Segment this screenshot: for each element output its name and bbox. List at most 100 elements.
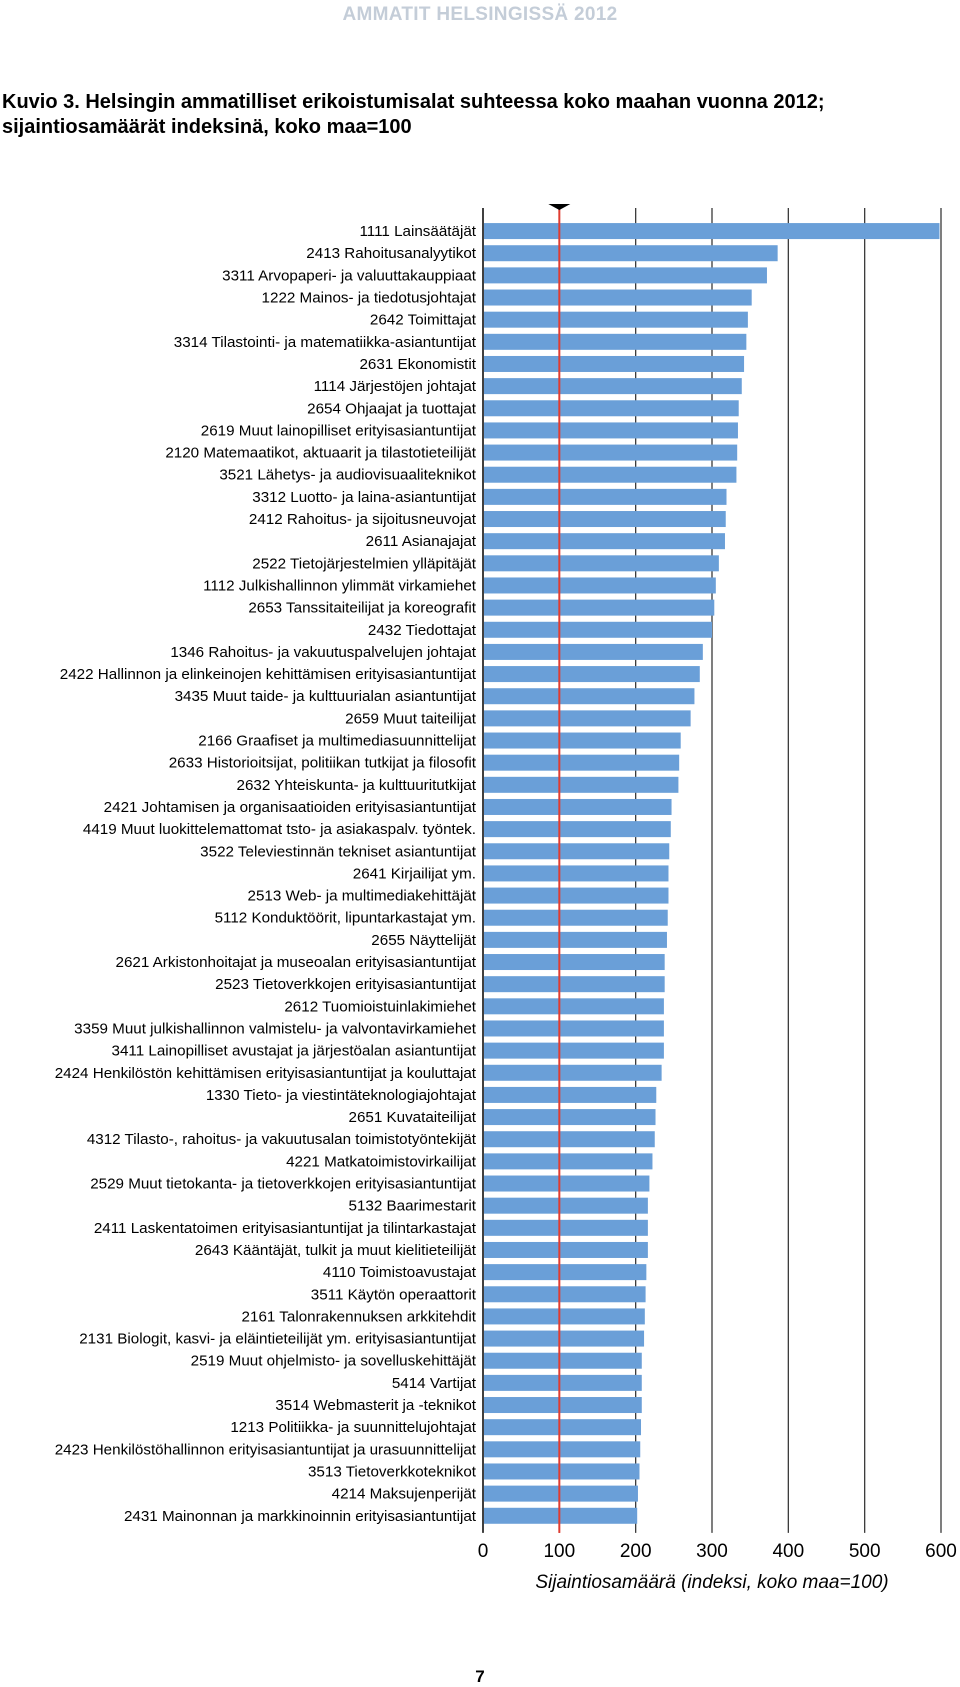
bar-14 [484, 511, 726, 528]
bar-37 [484, 1020, 664, 1037]
bar-43 [484, 1153, 653, 1170]
category-label-58: 4214 Maksujenperijät [332, 1486, 477, 1503]
bar-31 [484, 887, 669, 904]
category-label-30: 2641 Kirjailijat ym. [353, 865, 476, 882]
bar-16 [484, 555, 719, 572]
bar-57 [484, 1463, 640, 1480]
category-label-5: 2642 Toimittajat [370, 312, 477, 329]
bar-24 [484, 732, 681, 749]
bar-28 [484, 821, 671, 838]
bar-50 [484, 1308, 645, 1325]
bar-46 [484, 1219, 648, 1236]
bar-58 [484, 1485, 638, 1502]
bar-25 [484, 754, 680, 771]
category-label-26: 2632 Yhteiskunta- ja kulttuuritutkijat [237, 777, 477, 794]
category-label-23: 2659 Muut taiteilijat [345, 710, 477, 727]
x-tick-label-100: 100 [543, 1541, 575, 1562]
bar-10 [484, 422, 738, 439]
bar-38 [484, 1042, 664, 1059]
category-label-12: 3521 Lähetys- ja audiovisuaaliteknikot [219, 467, 476, 484]
category-label-4: 1222 Mainos- ja tiedotusjohtajat [262, 290, 477, 307]
bar-55 [484, 1419, 642, 1436]
bar-8 [484, 378, 742, 395]
category-label-20: 1346 Rahoitus- ja vakuutuspalvelujen joh… [170, 644, 476, 661]
category-label-45: 5132 Baarimestarit [349, 1198, 477, 1215]
bar-22 [484, 688, 695, 705]
bar-9 [484, 400, 739, 417]
category-label-52: 2519 Muut ohjelmisto- ja sovelluskehittä… [191, 1353, 477, 1370]
bar-40 [484, 1086, 657, 1103]
category-label-11: 2120 Matemaatikot, aktuaarit ja tilastot… [165, 445, 476, 462]
bar-19 [484, 621, 712, 638]
bar-11 [484, 444, 738, 461]
bar-7 [484, 355, 745, 372]
bars-group [484, 223, 940, 1524]
bar-47 [484, 1241, 648, 1258]
category-label-49: 3511 Käytön operaattorit [311, 1286, 477, 1303]
category-label-38: 3411 Lainopilliset avustajat ja järjestö… [112, 1043, 477, 1060]
category-label-35: 2523 Tietoverkkojen erityisasiantuntijat [215, 976, 477, 993]
bar-20 [484, 643, 703, 660]
category-label-25: 2633 Historioitsijat, politiikan tutkija… [169, 755, 477, 772]
category-label-3: 3311 Arvopaperi- ja valuuttakauppiaat [222, 267, 477, 284]
x-tick-label-0: 0 [478, 1541, 489, 1562]
bar-1 [484, 223, 940, 240]
category-label-48: 4110 Toimistoavustajat [323, 1264, 477, 1281]
bar-36 [484, 998, 664, 1015]
category-label-33: 2655 Näyttelijät [371, 932, 476, 949]
category-label-22: 3435 Muut taide- ja kulttuurialan asiant… [175, 688, 477, 705]
category-label-1: 1111 Lainsäätäjät [359, 223, 476, 240]
bar-34 [484, 954, 665, 971]
category-label-43: 4221 Matkatoimistovirkailijat [286, 1153, 477, 1170]
category-label-2: 2413 Rahoitusanalyytikot [306, 245, 476, 262]
figure-title: Kuvio 3. Helsingin ammatilliset erikoist… [2, 90, 942, 140]
bar-56 [484, 1441, 641, 1458]
bar-53 [484, 1374, 642, 1391]
bar-13 [484, 488, 727, 505]
category-label-46: 2411 Laskentatoimen erityisasiantuntijat… [94, 1220, 477, 1237]
category-label-39: 2424 Henkilöstön kehittämisen erityisasi… [55, 1065, 477, 1082]
category-label-19: 2432 Tiedottajat [368, 622, 477, 639]
category-label-57: 3513 Tietoverkkoteknikot [308, 1463, 477, 1480]
bar-51 [484, 1330, 645, 1347]
category-label-36: 2612 Tuomioistuinlakimiehet [284, 998, 476, 1015]
bar-30 [484, 865, 669, 882]
category-label-34: 2621 Arkistonhoitajat ja museoalan erity… [116, 954, 477, 971]
figure-title-line-1: Kuvio 3. Helsingin ammatilliset erikoist… [2, 91, 825, 113]
page-header: AMMATIT HELSINGISSÄ 2012 [342, 4, 618, 25]
category-label-51: 2131 Biologit, kasvi- ja eläintieteilijä… [79, 1331, 477, 1348]
category-label-8: 1114 Järjestöjen johtajat [314, 378, 477, 395]
category-label-32: 5112 Konduktöörit, lipuntarkastajat ym. [215, 910, 476, 927]
x-axis: 0 100 200 300 400 500 600 Sijaintiosamäärä (ind… [478, 208, 957, 1593]
bar-15 [484, 533, 725, 550]
category-label-47: 2643 Kääntäjät, tulkit ja muut kielitiet… [195, 1242, 477, 1259]
x-tick-label-400: 400 [772, 1541, 804, 1562]
bar-6 [484, 333, 747, 350]
bar-48 [484, 1264, 647, 1281]
category-label-50: 2161 Talonrakennuksen arkkitehdit [242, 1308, 477, 1325]
bar-44 [484, 1175, 650, 1192]
bar-12 [484, 466, 737, 483]
category-label-41: 2651 Kuvataiteilijat [349, 1109, 477, 1126]
bar-42 [484, 1131, 655, 1148]
category-label-18: 2653 Tanssitaiteilijat ja koreografit [248, 600, 476, 617]
x-tick-label-600: 600 [925, 1541, 957, 1562]
bar-3 [484, 267, 767, 284]
bar-41 [484, 1109, 656, 1126]
category-label-59: 2431 Mainonnan ja markkinoinnin erityisa… [124, 1508, 477, 1525]
bar-2 [484, 245, 778, 262]
bar-5 [484, 311, 748, 328]
category-label-13: 3312 Luotto- ja laina-asiantuntijat [252, 489, 477, 506]
reference-line-group [548, 204, 571, 1533]
bar-27 [484, 798, 672, 815]
category-label-37: 3359 Muut julkishallinnon valmistelu- ja… [74, 1020, 477, 1037]
bar-49 [484, 1286, 646, 1303]
bar-45 [484, 1197, 648, 1214]
bar-54 [484, 1397, 642, 1414]
category-label-16: 2522 Tietojärjestelmien ylläpitäjät [252, 555, 476, 572]
category-label-7: 2631 Ekonomistit [359, 356, 476, 373]
category-label-53: 5414 Vartijat [392, 1375, 477, 1392]
x-tick-label-200: 200 [620, 1541, 652, 1562]
bar-29 [484, 843, 670, 860]
reference-marker-icon [548, 204, 571, 210]
